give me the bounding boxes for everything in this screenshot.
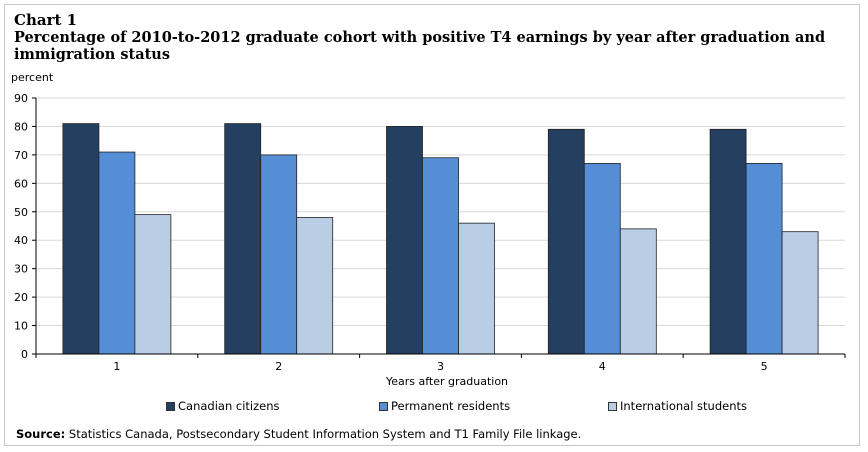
x-tick-label: 2 (275, 360, 282, 373)
bar (134, 214, 172, 355)
x-axis-label: Years after graduation (385, 375, 508, 388)
title-block: Chart 1 Percentage of 2010-to-2012 gradu… (14, 11, 854, 63)
chart-number: Chart 1 (14, 11, 78, 29)
x-tick-labels: 1 2 3 4 5 (113, 360, 767, 373)
y-tick-label: 80 (14, 120, 28, 133)
source-text: Statistics Canada, Postsecondary Student… (68, 427, 582, 441)
legend-label: Permanent residents (391, 399, 511, 413)
x-tick-label: 5 (761, 360, 768, 373)
legend-swatch (379, 401, 388, 411)
y-tick-label: 70 (14, 149, 28, 162)
bar (260, 154, 298, 355)
x-tick-label: 4 (599, 360, 606, 373)
bar (781, 231, 819, 355)
y-tick-label: 0 (21, 348, 28, 361)
legend-label: International students (620, 399, 748, 413)
bars (62, 123, 819, 355)
bar (98, 151, 136, 355)
y-tick-label: 60 (14, 177, 28, 190)
axes (32, 97, 846, 358)
bar (224, 123, 262, 355)
bar (619, 228, 657, 355)
y-tick-label: 50 (14, 206, 28, 219)
legend: Canadian citizens Permanent residents In… (5, 399, 861, 417)
y-tick-label: 90 (14, 92, 28, 105)
bar (709, 128, 747, 355)
bar (458, 222, 495, 355)
source-note: Source: Statistics Canada, Postsecondary… (16, 427, 581, 441)
y-tick-labels: 0 10 20 30 40 50 60 70 80 90 (14, 92, 28, 361)
source-label: Source: (16, 427, 66, 441)
legend-label: Canadian citizens (178, 399, 280, 413)
x-tick-label: 1 (113, 360, 120, 373)
chart-frame: Chart 1 Percentage of 2010-to-2012 gradu… (4, 4, 860, 446)
legend-swatch (608, 401, 617, 411)
x-tick-label: 3 (437, 360, 444, 373)
legend-item-permanent-residents: Permanent residents (379, 399, 510, 413)
y-tick-label: 30 (14, 263, 28, 276)
legend-item-canadian-citizens: Canadian citizens (166, 399, 280, 413)
y-tick-label: 10 (14, 320, 28, 333)
legend-item-international-students: International students (608, 399, 747, 413)
bar (547, 128, 585, 355)
legend-swatch (166, 401, 175, 411)
bar-chart: percent 0 10 20 30 40 50 60 70 80 90 1 2 3 4 5 Years … (11, 71, 846, 388)
bar (386, 126, 423, 355)
bar (422, 157, 459, 355)
chart-title: Percentage of 2010-to-2012 graduate coho… (14, 29, 826, 63)
bar (583, 163, 621, 355)
bar (62, 123, 100, 355)
y-axis-label: percent (11, 71, 54, 84)
bar (296, 217, 334, 355)
y-tick-label: 20 (14, 291, 28, 304)
bar (745, 163, 783, 355)
y-tick-label: 40 (14, 234, 28, 247)
